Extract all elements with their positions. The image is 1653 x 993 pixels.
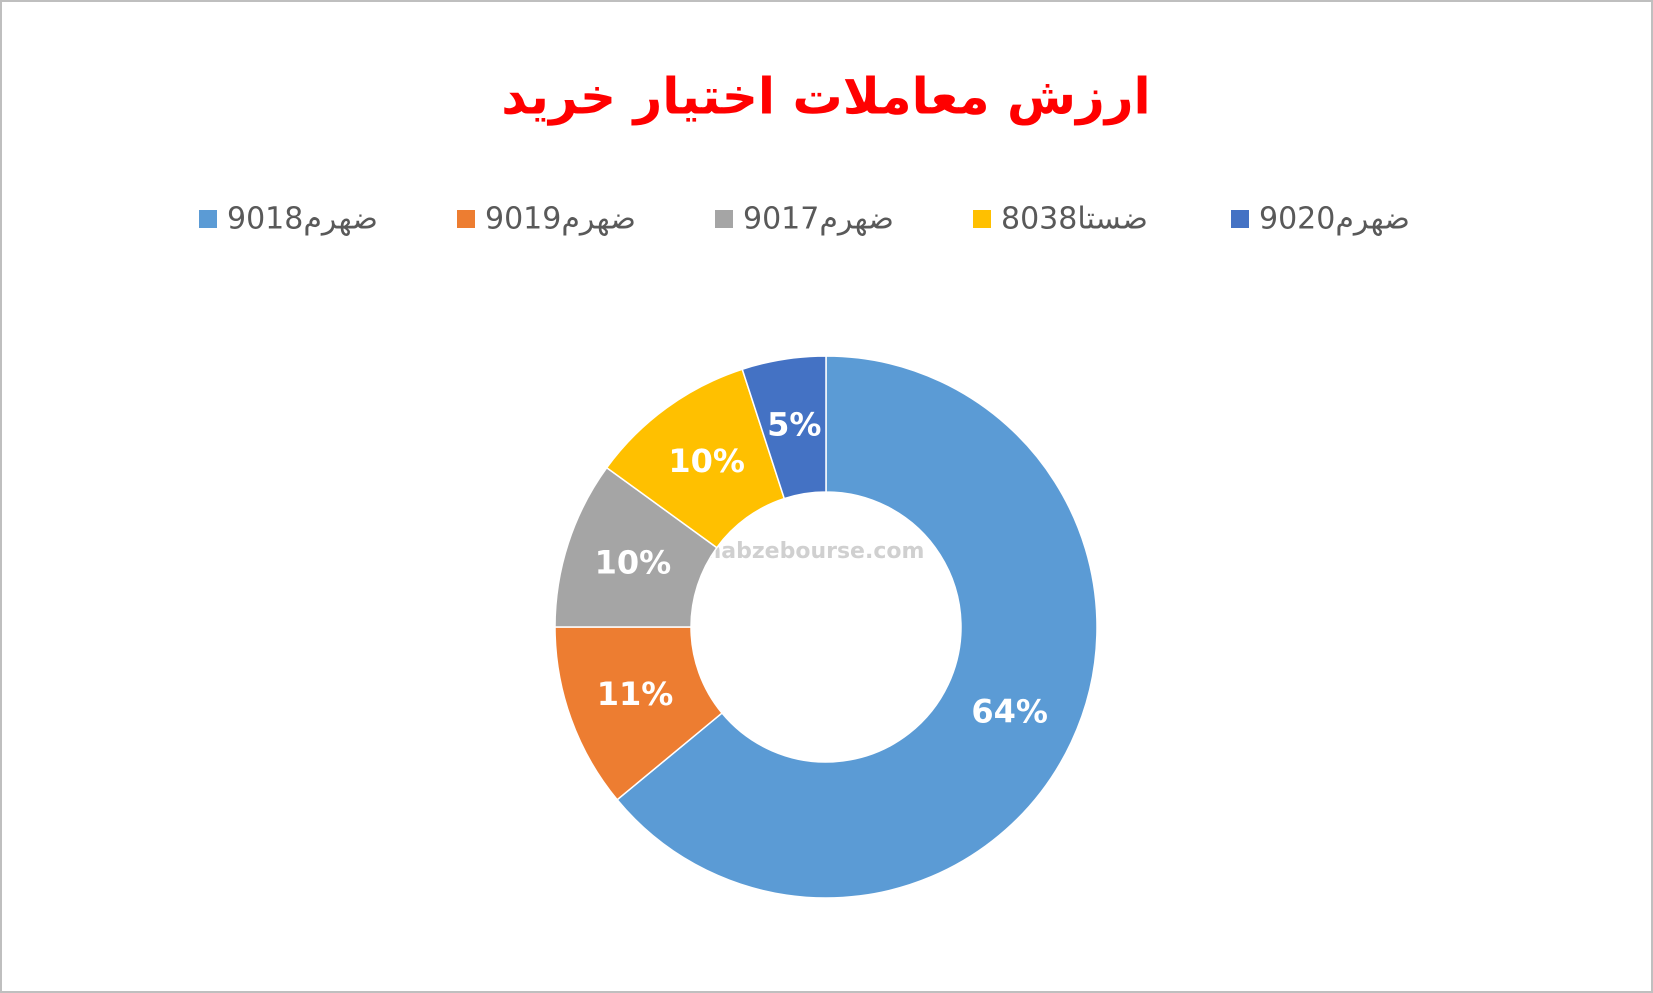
watermark: nabzebourse.com	[706, 539, 925, 564]
legend-swatch	[457, 210, 475, 228]
chart-title: ارزش معاملات اختیار خرید	[501, 68, 1150, 127]
legend-swatch	[199, 210, 217, 228]
legend-label: ضهرم9018	[227, 202, 378, 237]
doughnut-slice	[616, 355, 1098, 899]
data-label: 5%	[767, 405, 821, 443]
legend-swatch	[1231, 210, 1249, 228]
doughnut-slice	[741, 355, 827, 500]
legend-label: ضهرم9017	[743, 202, 894, 237]
data-label: 64%	[971, 692, 1048, 730]
data-label: 10%	[668, 442, 745, 480]
legend-label: ضهرم9019	[485, 202, 636, 237]
legend-label: ضهرم9020	[1259, 202, 1410, 237]
data-label: 10%	[595, 543, 672, 581]
legend-swatch	[973, 210, 991, 228]
data-label: 11%	[597, 675, 674, 713]
legend-label: ضستا8038	[1001, 202, 1148, 237]
legend-swatch	[715, 210, 733, 228]
